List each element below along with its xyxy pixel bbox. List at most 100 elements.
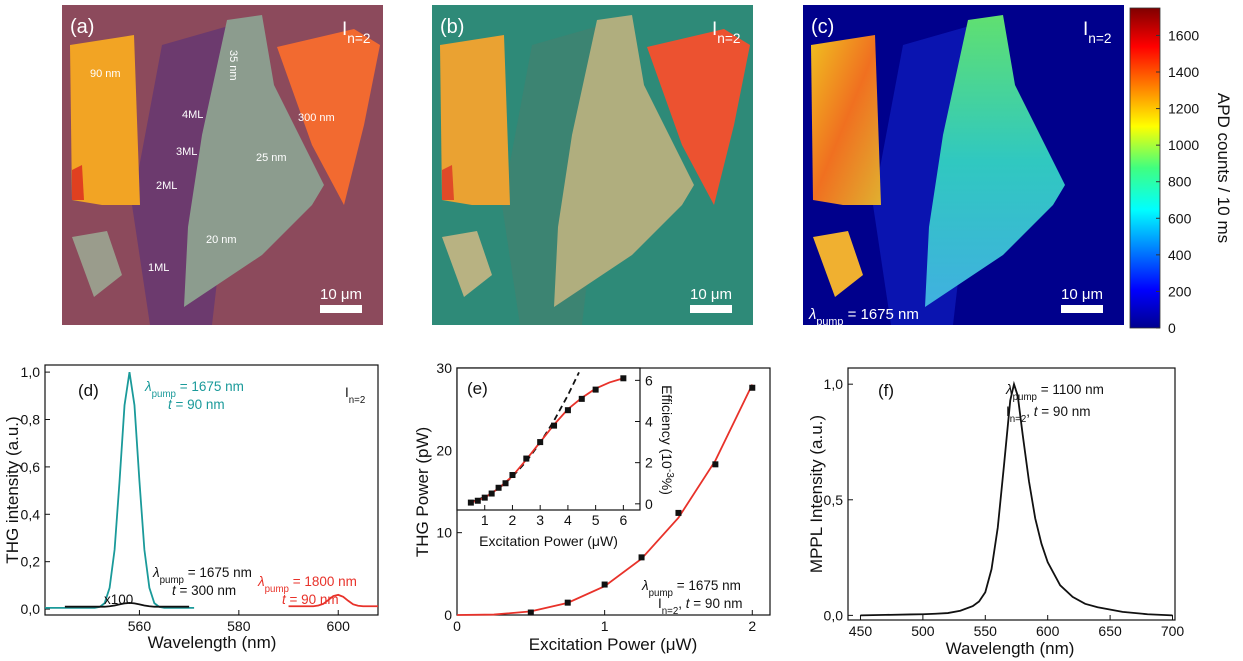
flake-90nm (440, 35, 510, 205)
y-tick-label: 0,2 (21, 554, 41, 570)
pump-label: λpump = 1675 nm (808, 306, 919, 328)
panel-label: (c) (811, 16, 834, 38)
scale-bar (690, 305, 732, 313)
inset-y-label: Efficiency (10-3%) (659, 385, 676, 495)
flake-gray (184, 15, 324, 307)
x-tick-label: 2 (509, 512, 517, 528)
x-tick-label: 650 (1098, 623, 1122, 639)
annotation: In=2 (345, 385, 365, 406)
y-tick-label: 30 (436, 360, 452, 376)
annotation: λpump = 1675 nm (144, 379, 244, 400)
annotation-part: pump (649, 588, 673, 599)
annotation-part: λ (641, 578, 649, 593)
plot-frame (456, 367, 641, 511)
flake-label: 25 nm (256, 152, 287, 164)
y-tick-label: 20 (436, 442, 452, 458)
flake-edge (442, 165, 454, 200)
data-point (749, 384, 756, 391)
micrograph-a: (a) In=2 10 μm 90 nm 35 nm 4ML 3ML 2ML 1ML 20 nm 2… (62, 5, 383, 325)
data-point (564, 407, 571, 414)
annotation-part: = 90 nm (172, 397, 225, 412)
x-axis-label: Wavelength (nm) (148, 633, 277, 652)
flake-label: 300 nm (298, 112, 335, 124)
annotation-part: = 90 nm (690, 596, 743, 611)
x-tick-label: 700 (1161, 623, 1185, 639)
data-point (592, 386, 599, 393)
inset-y-label-part: %) (659, 478, 675, 495)
flake-label: 4ML (182, 109, 203, 121)
x-tick-label: 600 (1036, 623, 1060, 639)
thg-map-c: (c) In=2 10 μm λpump = 1675 nm (803, 5, 1124, 328)
y-tick-label: 6 (645, 372, 653, 388)
y-tick-label: 1,0 (824, 376, 844, 392)
data-point (474, 497, 481, 504)
x-tick-label: 2 (748, 618, 756, 634)
scale-bar-label: 10 μm (690, 286, 732, 303)
annotation: t = 90 nm (168, 397, 225, 412)
annotation-part: n=2 (662, 606, 679, 617)
mode-label-part: n=2 (1088, 31, 1111, 46)
panel-label: (b) (440, 16, 464, 38)
x-tick-label: 6 (619, 512, 627, 528)
x-tick-label: 450 (849, 623, 873, 639)
x-tick-label: 500 (911, 623, 935, 639)
data-line (64, 602, 190, 608)
annotation-part: = 90 nm (286, 592, 339, 607)
annotation: λpump = 1100 nm (1005, 382, 1104, 403)
pump-label-part: λ (808, 306, 816, 323)
annotation-part: pump (1013, 392, 1037, 403)
flake-small (813, 231, 863, 297)
data-point (601, 581, 608, 588)
scale-bar (320, 305, 362, 313)
data-point (638, 554, 645, 561)
data-point (537, 439, 544, 446)
inset-y-label-part: Efficiency (10 (659, 385, 675, 469)
y-axis-label: THG Power (pW) (413, 427, 432, 557)
colorbar-label: APD counts / 10 ms (1214, 93, 1233, 243)
x-axis-label: Excitation Power (μW) (529, 635, 698, 654)
panel-label: (d) (78, 381, 99, 400)
annotation-part: = 1675 nm (184, 565, 252, 580)
flake-main (925, 15, 1065, 307)
mode-label: In=2 (712, 19, 740, 46)
colorbar (1129, 7, 1161, 329)
data-point (578, 395, 585, 402)
annotation-part: = 300 nm (176, 583, 236, 598)
y-tick-label: 0,8 (21, 412, 41, 428)
x-axis-label: Wavelength (nm) (946, 639, 1075, 658)
data-point (488, 490, 495, 497)
data-point (527, 609, 534, 616)
annotation: λpump = 1675 nm (641, 578, 741, 599)
flake-label: 1ML (148, 262, 169, 274)
annotation-part: λ (152, 565, 160, 580)
y-tick-label: 1,0 (21, 364, 41, 380)
mode-label-part: I (1083, 19, 1088, 40)
annotation-part: = 90 nm (1038, 404, 1091, 419)
flake-90nm (811, 35, 881, 205)
plot-frame (847, 367, 1176, 621)
annotation-part: λ (257, 574, 265, 589)
data-point (509, 472, 516, 479)
y-tick-label: 0 (645, 496, 653, 512)
inset-x-label: Excitation Power (μW) (479, 533, 618, 549)
annotation-part: t (686, 596, 691, 611)
annotation-part: I (1006, 404, 1010, 419)
flake-label: 35 nm (227, 50, 239, 81)
annotation-part: = 1100 nm (1037, 382, 1104, 397)
micrograph-b: (b) In=2 10 μm (432, 5, 753, 325)
x-tick-label: 560 (128, 618, 152, 634)
data-point (551, 422, 558, 429)
data-point (564, 599, 571, 606)
annotation-part: t (1034, 404, 1039, 419)
flake-edge (72, 165, 84, 200)
y-tick-label: 0,5 (824, 492, 844, 508)
panel-label: (f) (878, 381, 894, 400)
annotation-part: t (168, 397, 173, 412)
annotation-part: pump (265, 584, 289, 595)
flake-label: 90 nm (90, 68, 121, 80)
annotation: In=2, t = 90 nm (1006, 404, 1090, 425)
data-line (860, 380, 1173, 617)
annotation-part: t (172, 583, 177, 598)
